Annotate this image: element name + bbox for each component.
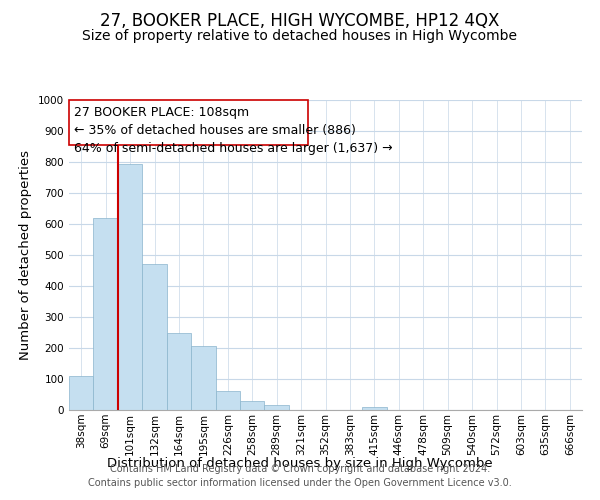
Bar [142, 264, 167, 410]
Text: 27, BOOKER PLACE, HIGH WYCOMBE, HP12 4QX: 27, BOOKER PLACE, HIGH WYCOMBE, HP12 4QX [100, 12, 500, 30]
Text: 27 BOOKER PLACE: 108sqm
← 35% of detached houses are smaller (886)
64% of semi-d: 27 BOOKER PLACE: 108sqm ← 35% of detache… [74, 106, 393, 155]
Bar [94, 218, 118, 410]
Bar [240, 400, 265, 410]
Y-axis label: Number of detached properties: Number of detached properties [19, 150, 32, 360]
Bar [118, 164, 142, 410]
Text: Contains HM Land Registry data © Crown copyright and database right 2024.
Contai: Contains HM Land Registry data © Crown c… [88, 464, 512, 487]
Bar [167, 332, 191, 410]
Text: Size of property relative to detached houses in High Wycombe: Size of property relative to detached ho… [83, 29, 517, 43]
Bar [69, 376, 94, 410]
FancyBboxPatch shape [69, 100, 308, 145]
Text: Distribution of detached houses by size in High Wycombe: Distribution of detached houses by size … [107, 458, 493, 470]
Bar [191, 346, 215, 410]
Bar [265, 406, 289, 410]
Bar [362, 407, 386, 410]
Bar [215, 392, 240, 410]
